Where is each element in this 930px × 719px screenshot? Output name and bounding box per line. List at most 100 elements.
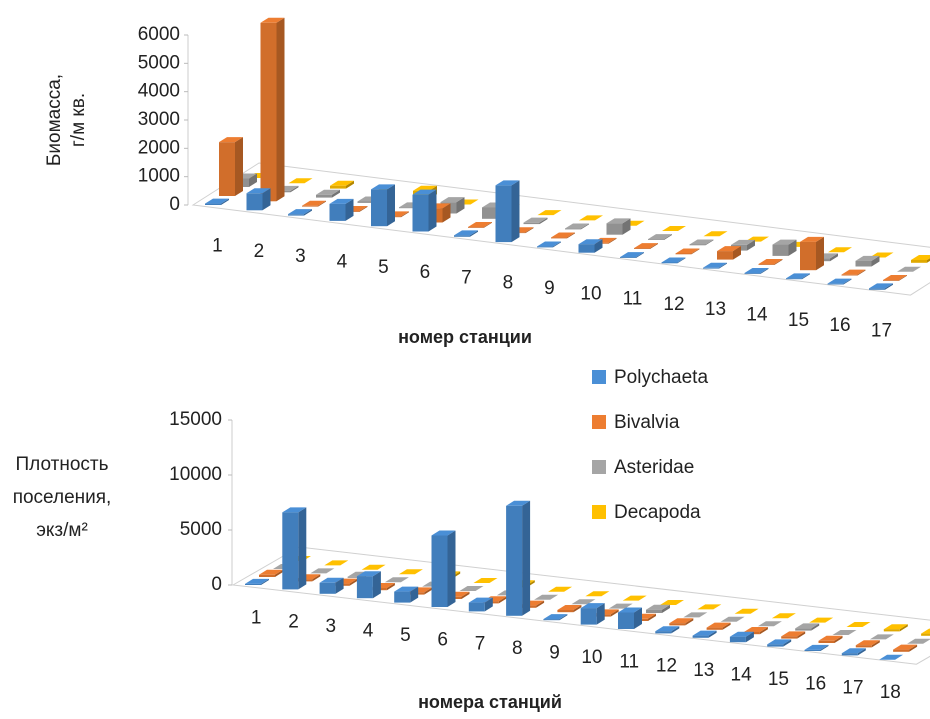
bar-top	[855, 640, 880, 646]
bar-side	[816, 236, 824, 271]
bar-side	[235, 137, 243, 196]
bar-top	[260, 17, 285, 23]
bar-side	[820, 644, 829, 651]
x-tick-label: 3	[295, 246, 306, 267]
bar-top	[205, 198, 229, 204]
bar	[706, 627, 723, 630]
bar-top	[689, 239, 714, 245]
bar-top	[282, 507, 307, 513]
bar-side	[871, 255, 880, 267]
bar-side	[401, 211, 409, 218]
bar-side	[539, 217, 548, 225]
bar	[319, 582, 336, 594]
bar-top	[534, 594, 559, 600]
bar-top	[565, 223, 589, 229]
x-tick-label: 6	[437, 629, 448, 650]
bar	[921, 633, 930, 636]
bar-top	[855, 255, 880, 261]
bar-top	[828, 247, 852, 253]
bar	[329, 203, 346, 221]
x-tick-label: 6	[420, 262, 431, 283]
bar-top	[302, 200, 326, 206]
bar	[618, 612, 634, 629]
x-tick-label: 9	[544, 278, 555, 299]
bar-side	[760, 268, 769, 274]
bar	[620, 257, 636, 258]
bar-side	[359, 206, 368, 212]
bar-side	[511, 180, 520, 243]
bar-top	[468, 597, 493, 603]
x-tick-label: 9	[549, 643, 560, 664]
bar-side	[662, 604, 670, 613]
y-tick-label: 6000	[138, 24, 180, 45]
bar	[454, 235, 470, 237]
bar-side	[484, 221, 492, 228]
bar	[883, 629, 900, 632]
bar-side	[608, 237, 617, 244]
bar	[841, 653, 858, 656]
bar	[282, 512, 299, 590]
bar	[781, 636, 798, 639]
x-tick-label: 4	[363, 621, 374, 642]
x-tick-label: 16	[829, 315, 850, 336]
bar	[827, 283, 844, 285]
y-axis-title: поселения,	[13, 487, 112, 508]
bar-side	[346, 180, 354, 189]
y-axis-title: г/м кв.	[68, 93, 89, 147]
bar-top	[717, 246, 741, 252]
bar-side	[559, 614, 568, 621]
bar-side	[759, 627, 768, 635]
legend-swatch	[592, 460, 606, 474]
bar	[412, 194, 429, 232]
bar	[580, 608, 597, 625]
bar-top	[907, 638, 930, 644]
legend-label: Polychaeta	[614, 367, 708, 388]
bar-top	[316, 189, 340, 195]
bar-side	[262, 188, 271, 211]
x-tick-label: 13	[705, 299, 726, 320]
bar-side	[722, 622, 731, 630]
bar-top	[495, 180, 520, 186]
bar-top	[431, 530, 456, 536]
bar	[356, 576, 373, 599]
bar-side	[349, 578, 358, 586]
bar-side	[650, 243, 658, 249]
bar-top	[757, 621, 782, 627]
bar-top	[543, 614, 568, 620]
bar	[869, 288, 885, 290]
bar	[557, 610, 574, 613]
bar	[772, 244, 789, 256]
bar-side	[622, 218, 631, 235]
bar-top	[634, 243, 658, 249]
bar-top	[219, 137, 243, 143]
bar-top	[731, 239, 755, 245]
bar-top	[883, 274, 907, 280]
bar-top	[781, 631, 806, 637]
bar-top	[537, 241, 561, 247]
bar-top	[245, 578, 269, 584]
bar-side	[410, 586, 419, 603]
bar	[399, 207, 415, 209]
bar-side	[834, 635, 843, 643]
bar-top	[361, 564, 386, 570]
bar	[302, 205, 318, 207]
bar	[578, 244, 595, 253]
bar-top	[662, 226, 686, 231]
bar-top	[804, 644, 829, 650]
bar-side	[447, 530, 456, 607]
bar	[357, 201, 374, 203]
bar	[767, 644, 784, 647]
bar	[675, 253, 692, 255]
bar	[468, 226, 484, 228]
bar-side	[745, 631, 754, 643]
bar	[661, 262, 678, 264]
bar-top	[734, 608, 759, 614]
bar	[219, 142, 235, 196]
x-tick-label: 3	[326, 616, 337, 637]
bar-top	[506, 500, 531, 506]
bar-side	[705, 239, 714, 246]
bar-side	[276, 17, 285, 202]
bar	[537, 246, 553, 248]
bar-side	[909, 644, 918, 652]
bar-side	[298, 507, 307, 590]
